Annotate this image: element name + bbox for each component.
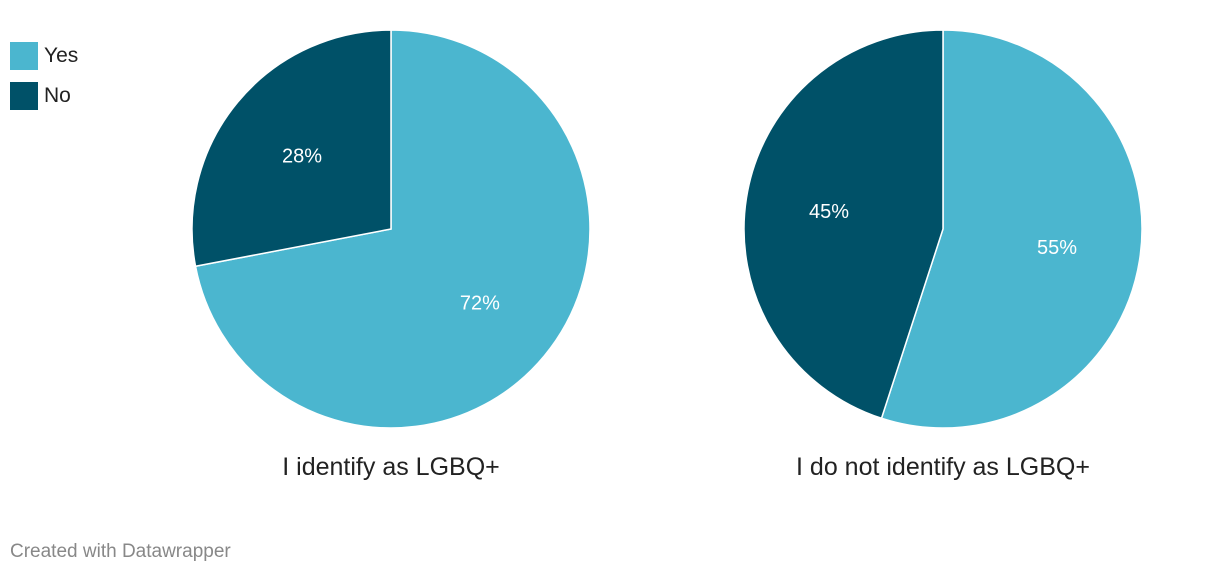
pie-slice-yes — [194, 29, 591, 429]
pie-title-not-lgbq: I do not identify as LGBQ+ — [796, 453, 1090, 481]
pie-slice-no — [191, 29, 392, 268]
pie-title-lgbq: I identify as LGBQ+ — [282, 453, 499, 481]
footer-credit: Created with Datawrapper — [10, 541, 231, 562]
legend-swatch-yes — [10, 42, 38, 70]
legend-swatch-no — [10, 82, 38, 110]
pie-slice-label-yes: 55% — [1037, 237, 1077, 259]
legend-item-yes: Yes — [10, 42, 78, 70]
pie-slice-label-no: 28% — [282, 145, 322, 167]
legend-label-no: No — [44, 84, 71, 107]
pie-slice-label-yes: 72% — [460, 293, 500, 315]
legend-item-no: No — [10, 82, 78, 110]
legend-label-yes: Yes — [44, 44, 79, 67]
pie-chart-lgbq: 72% 28% — [191, 29, 591, 429]
legend: Yes No — [10, 42, 78, 122]
pie-slice-yes — [880, 29, 1143, 429]
pie-slice-no — [743, 29, 944, 420]
pie-chart-not-lgbq: 55% 45% — [743, 29, 1143, 429]
pie-slice-label-no: 45% — [809, 201, 849, 223]
